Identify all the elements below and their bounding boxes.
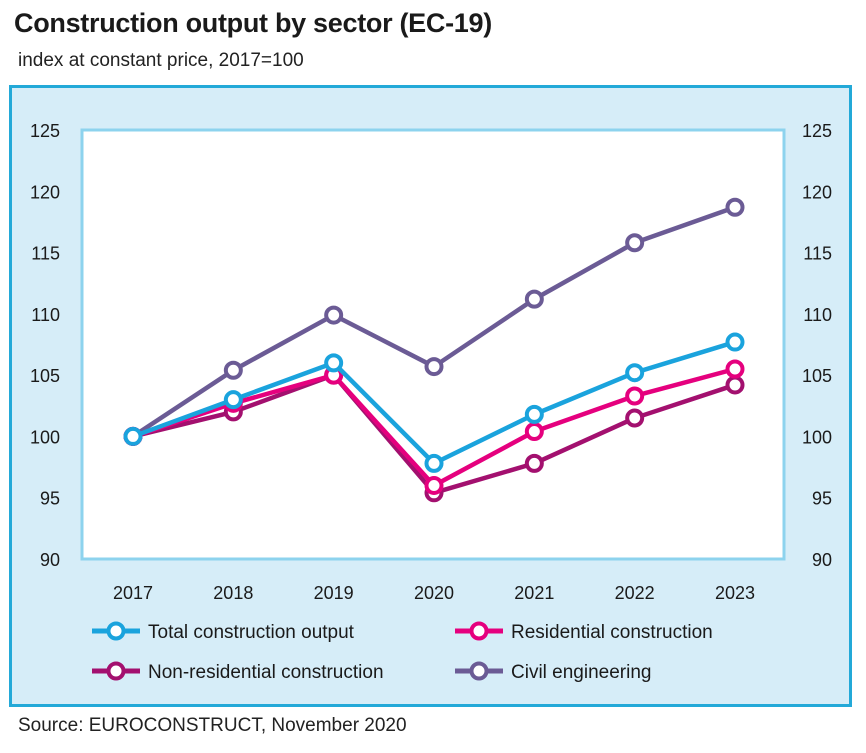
data-point-civil-engineering bbox=[324, 305, 344, 325]
legend-label-total-construction-output: Total construction output bbox=[148, 622, 355, 643]
y-tick-label-right: 90 bbox=[812, 550, 832, 570]
data-point-total-construction-output bbox=[424, 453, 444, 473]
y-tick-label-right: 115 bbox=[803, 244, 832, 264]
legend-marker-civil-engineering bbox=[469, 661, 489, 681]
x-tick-label: 2023 bbox=[715, 583, 755, 603]
data-point-civil-engineering bbox=[424, 357, 444, 377]
source-note: Source: EUROCONSTRUCT, November 2020 bbox=[18, 715, 407, 736]
y-tick-label-left: 105 bbox=[30, 366, 60, 386]
y-tick-label-right: 110 bbox=[803, 305, 832, 325]
data-point-total-construction-output bbox=[625, 363, 645, 383]
legend-label-non-residential-construction: Non-residential construction bbox=[148, 662, 384, 683]
x-tick-label: 2021 bbox=[514, 583, 554, 603]
data-point-civil-engineering bbox=[223, 360, 243, 380]
y-tick-label-right: 100 bbox=[802, 427, 832, 447]
y-tick-label-left: 115 bbox=[31, 244, 60, 264]
data-point-non-residential-construction bbox=[625, 408, 645, 428]
y-tick-label-left: 100 bbox=[30, 427, 60, 447]
legend-label-residential-construction: Residential construction bbox=[511, 622, 713, 643]
x-tick-label: 2018 bbox=[213, 583, 253, 603]
data-point-total-construction-output bbox=[123, 426, 143, 446]
x-tick-label: 2017 bbox=[113, 583, 153, 603]
y-tick-label-left: 125 bbox=[30, 121, 60, 141]
data-point-civil-engineering bbox=[625, 233, 645, 253]
y-tick-label-right: 125 bbox=[802, 121, 832, 141]
data-point-residential-construction bbox=[424, 475, 444, 495]
data-point-civil-engineering bbox=[524, 289, 544, 309]
x-tick-label: 2020 bbox=[414, 583, 454, 603]
data-point-total-construction-output bbox=[223, 390, 243, 410]
x-tick-label: 2022 bbox=[615, 583, 655, 603]
data-point-total-construction-output bbox=[524, 404, 544, 424]
y-tick-label-left: 120 bbox=[30, 182, 60, 202]
chart-title: Construction output by sector (EC-19) bbox=[14, 8, 492, 38]
data-point-total-construction-output bbox=[725, 332, 745, 352]
data-point-non-residential-construction bbox=[524, 453, 544, 473]
chart-subtitle: index at constant price, 2017=100 bbox=[18, 50, 304, 71]
legend-marker-non-residential-construction bbox=[106, 661, 126, 681]
y-tick-label-left: 95 bbox=[40, 489, 60, 509]
data-point-total-construction-output bbox=[324, 353, 344, 373]
legend-marker-total-construction-output bbox=[106, 621, 126, 641]
y-tick-label-left: 110 bbox=[31, 305, 60, 325]
y-tick-label-right: 95 bbox=[812, 489, 832, 509]
y-tick-label-right: 120 bbox=[802, 182, 832, 202]
data-point-residential-construction bbox=[524, 422, 544, 442]
data-point-non-residential-construction bbox=[725, 375, 745, 395]
legend-label-civil-engineering: Civil engineering bbox=[511, 662, 651, 683]
y-tick-label-left: 90 bbox=[40, 550, 60, 570]
y-tick-label-right: 105 bbox=[802, 366, 832, 386]
x-tick-label: 2019 bbox=[314, 583, 354, 603]
data-point-residential-construction bbox=[625, 386, 645, 406]
data-point-civil-engineering bbox=[725, 197, 745, 217]
legend-marker-residential-construction bbox=[469, 621, 489, 641]
data-point-residential-construction bbox=[725, 359, 745, 379]
